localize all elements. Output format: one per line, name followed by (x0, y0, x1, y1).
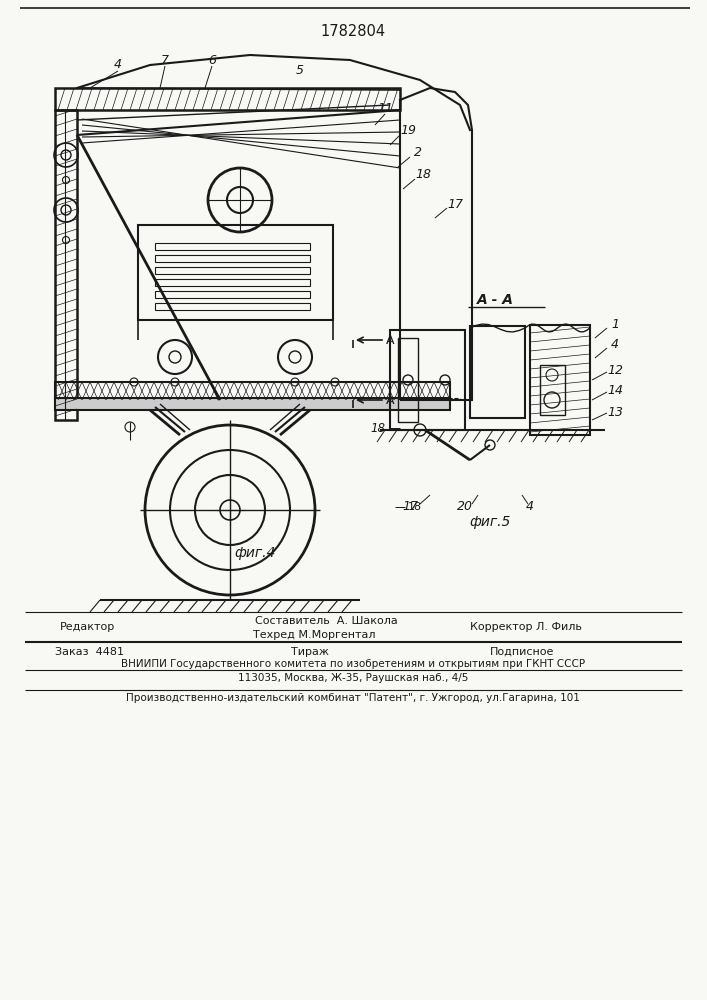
Text: 5: 5 (296, 64, 304, 77)
Text: Подписное: Подписное (490, 647, 554, 657)
Text: ВНИИПИ Государственного комитета по изобретениям и открытиям при ГКНТ СССР: ВНИИПИ Государственного комитета по изоб… (121, 659, 585, 669)
Text: 13: 13 (607, 406, 623, 418)
Text: 17: 17 (402, 500, 418, 514)
Bar (55, 88, 400, 110)
Text: 2: 2 (414, 145, 422, 158)
Text: 113035, Москва, Ж-35, Раушская наб., 4/5: 113035, Москва, Ж-35, Раушская наб., 4/5 (238, 673, 468, 683)
Text: Составитель  А. Шакола: Составитель А. Шакола (255, 616, 398, 626)
Text: 4: 4 (114, 58, 122, 72)
Bar (155, 291, 310, 298)
Text: 20: 20 (457, 500, 473, 514)
Bar (470, 326, 525, 418)
Text: 4: 4 (611, 338, 619, 352)
Text: фиг.4: фиг.4 (234, 546, 276, 560)
Text: Производственно-издательский комбинат "Патент", г. Ужгород, ул.Гагарина, 101: Производственно-издательский комбинат "П… (126, 693, 580, 703)
Text: А: А (386, 334, 395, 347)
Bar (155, 267, 310, 274)
Bar (155, 303, 310, 310)
Bar (155, 255, 310, 262)
Text: 17: 17 (447, 198, 463, 212)
Bar (55, 398, 450, 410)
Bar (155, 279, 310, 286)
Bar (398, 338, 418, 422)
Bar (540, 365, 565, 415)
Text: Корректор Л. Филь: Корректор Л. Филь (470, 622, 582, 632)
Text: 1782804: 1782804 (320, 24, 385, 39)
Text: А - А: А - А (477, 293, 513, 307)
Text: фиг.5: фиг.5 (469, 515, 510, 529)
Text: 6: 6 (208, 53, 216, 66)
Text: А: А (386, 393, 395, 406)
Text: 14: 14 (607, 383, 623, 396)
Text: 12: 12 (607, 363, 623, 376)
Text: 18: 18 (408, 502, 422, 512)
Text: Заказ  4481: Заказ 4481 (55, 647, 124, 657)
Text: 1: 1 (611, 318, 619, 332)
Text: 4: 4 (526, 500, 534, 514)
Text: Редактор: Редактор (60, 622, 115, 632)
Bar (390, 330, 465, 430)
Text: Техред М.Моргентал: Техред М.Моргентал (253, 630, 375, 640)
Text: 7: 7 (161, 53, 169, 66)
Text: 11: 11 (377, 102, 393, 114)
Bar (55, 110, 77, 420)
Bar (55, 382, 450, 400)
Text: 18: 18 (370, 422, 385, 434)
Text: Тираж: Тираж (291, 647, 329, 657)
Text: 19: 19 (400, 123, 416, 136)
Bar (138, 225, 333, 320)
Bar (530, 325, 590, 435)
Bar (155, 243, 310, 250)
Text: 18: 18 (415, 167, 431, 180)
